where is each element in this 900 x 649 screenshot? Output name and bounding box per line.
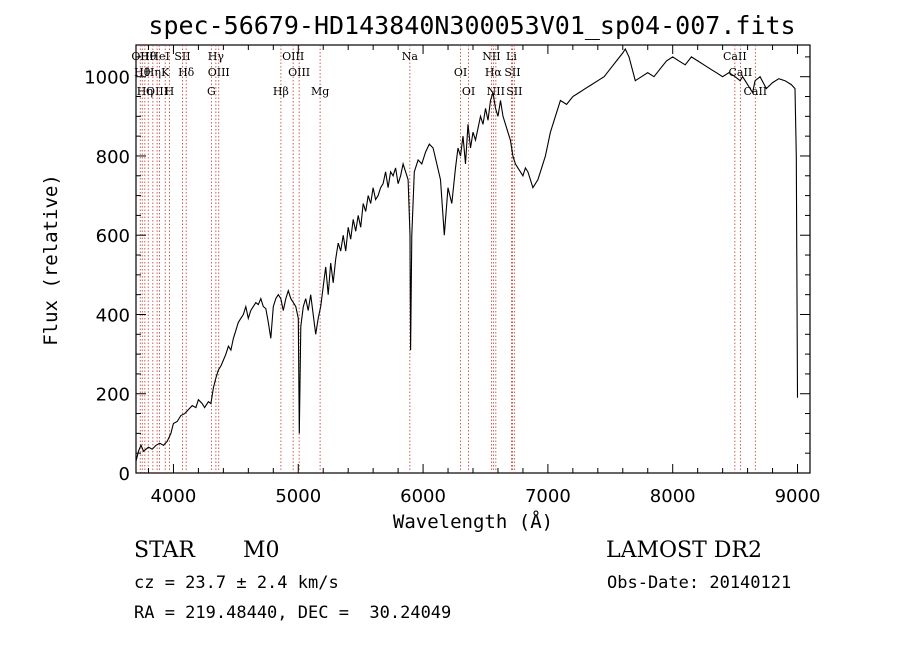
y-tick-label: 0 (119, 464, 130, 485)
x-tick-label: 4000 (151, 486, 197, 507)
line-label: Hα (485, 66, 503, 79)
line-label: G (207, 85, 216, 98)
redshift-velocity: cz = 23.7 ± 2.4 km/s (134, 573, 339, 593)
line-label: K (161, 66, 170, 79)
observation-date: Obs-Date: 20140121 (607, 573, 792, 593)
chart-title: spec-56679-HD143840N300053V01_sp04-007.f… (148, 11, 795, 40)
coordinates: RA = 219.48440, DEC = 30.24049 (134, 603, 452, 623)
line-label: OIII (288, 66, 310, 79)
x-tick-label: 6000 (400, 486, 446, 507)
line-label: Na (402, 50, 419, 63)
line-label: Hθ (140, 50, 157, 63)
x-axis-ticks: 4000 5000 6000 7000 8000 9000 (147, 45, 821, 507)
y-tick-label: 200 (96, 385, 130, 406)
line-label: SII (506, 85, 522, 98)
x-tick-label: 9000 (775, 486, 821, 507)
line-label: OIII (282, 50, 304, 63)
line-label: NII (487, 85, 505, 98)
line-label: SII (174, 50, 190, 63)
line-label: HeI (149, 50, 169, 63)
line-label: Hβ (273, 85, 289, 98)
line-label: Hθ (134, 66, 151, 79)
spectrum-series (135, 47, 799, 462)
line-label: Hη (137, 85, 153, 98)
y-tick-label: 800 (96, 147, 130, 168)
line-label: CaII (743, 85, 767, 98)
line-label: Li (506, 50, 517, 63)
line-label: CaII (729, 66, 753, 79)
line-label: OIII (208, 66, 230, 79)
line-label: CaII (723, 50, 747, 63)
line-label: SII (504, 66, 520, 79)
y-tick-label: 400 (96, 305, 130, 326)
line-label: OIII (146, 85, 168, 98)
spectral-line-markers (139, 45, 756, 473)
line-label: Mg (311, 85, 329, 98)
x-axis-label: Wavelength (Å) (393, 510, 553, 533)
line-label: H (165, 85, 175, 98)
y-axis-label: Flux (relative) (40, 174, 62, 346)
line-label: Hη (145, 66, 161, 79)
line-label: NII (482, 50, 500, 63)
line-label: Hδ (178, 66, 195, 79)
x-tick-label: 8000 (650, 486, 696, 507)
line-label: OI (454, 66, 467, 79)
object-class: STAR (134, 538, 195, 563)
line-label: OI (462, 85, 475, 98)
y-tick-label: 1000 (84, 68, 130, 89)
y-tick-label: 600 (96, 226, 130, 247)
line-label: Hγ (208, 50, 225, 63)
y-axis-ticks: 0 200 400 600 800 1000 (84, 56, 810, 485)
survey-name: LAMOST DR2 (606, 538, 762, 563)
object-subclass: M0 (243, 538, 280, 563)
x-tick-label: 7000 (525, 486, 571, 507)
x-tick-label: 5000 (275, 486, 321, 507)
plot-frame (135, 44, 811, 474)
